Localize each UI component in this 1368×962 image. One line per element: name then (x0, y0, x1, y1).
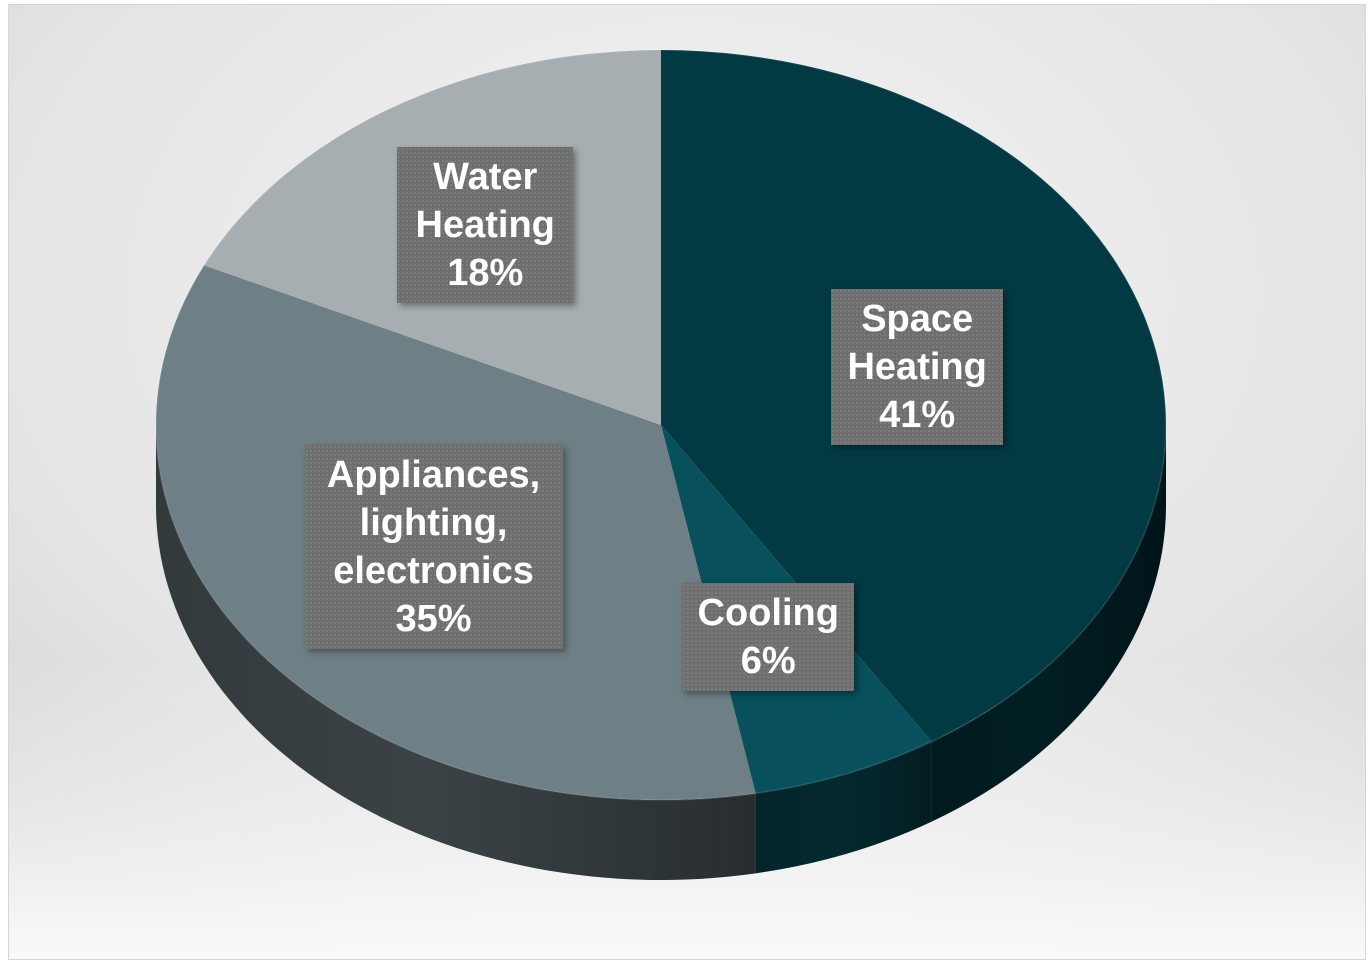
slice-label-line: Cooling (697, 592, 839, 635)
slice-label-4: Water Heating 18% (397, 146, 574, 303)
pie-rim (155, 49, 1167, 801)
slice-label-3: Appliances, lighting, electronics 35% (304, 445, 563, 650)
chart-frame: Space Heating 41% Cooling 6% Appliances, light… (8, 4, 1366, 960)
slice-label-2: Cooling 6% (682, 583, 855, 692)
slice-value-label: 6% (740, 640, 796, 683)
pie-slice-side-shading-3 (156, 425, 756, 880)
slice-label-line: Heating (847, 345, 987, 388)
pie-chart (9, 5, 1365, 959)
slice-label-line: lighting, (359, 502, 508, 545)
slice-label-line: Heating (415, 203, 555, 246)
slice-label-line: Water (433, 155, 538, 198)
pie-slice-side-shading-1 (931, 425, 1166, 822)
slice-value-label: 18% (447, 251, 524, 294)
slice-label-1: Space Heating 41% (831, 288, 1004, 445)
slice-label-line: Space (861, 297, 974, 340)
slice-value-label: 35% (395, 598, 472, 641)
pie-slice-side-shading-2 (755, 741, 932, 874)
slice-label-line: Appliances, (326, 454, 541, 497)
slice-value-label: 41% (879, 393, 956, 436)
slice-label-line: electronics (333, 550, 534, 593)
